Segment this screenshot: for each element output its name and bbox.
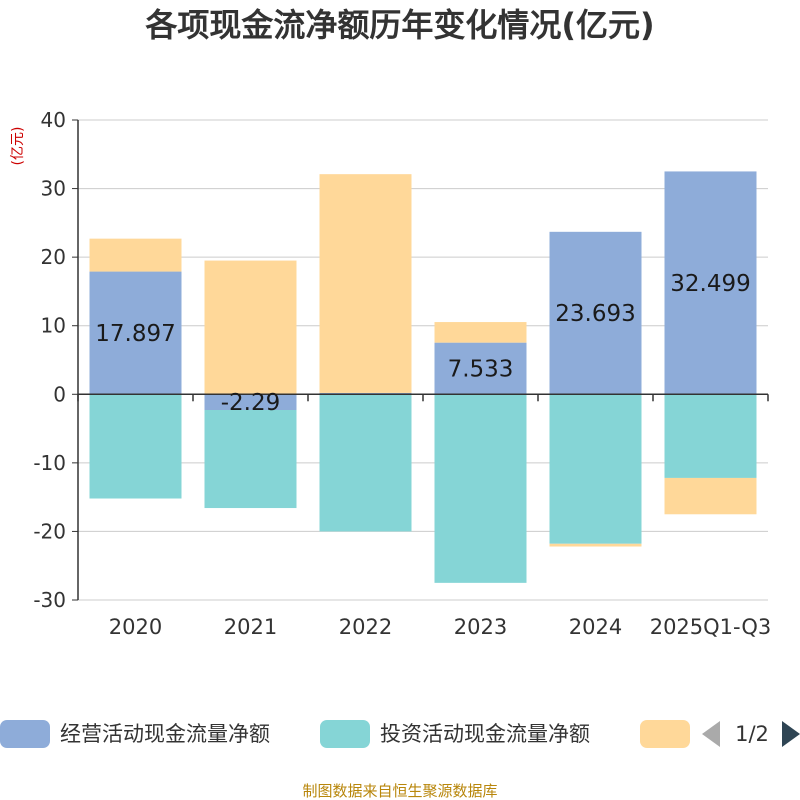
legend-swatch-3 <box>640 720 690 748</box>
bar-series1-2025Q1-Q3 <box>664 171 757 395</box>
x-tick-label: 2022 <box>339 615 392 639</box>
data-label-2024: 23.693 <box>555 301 635 327</box>
x-tick-label: 2024 <box>569 615 622 639</box>
chart-title: 各项现金流净额历年变化情况(亿元) <box>145 6 654 44</box>
y-tick-label: 30 <box>41 177 66 201</box>
legend-prev-page-icon[interactable] <box>702 721 720 747</box>
legend: 经营活动现金流量净额 投资活动现金流量净额 1/2 <box>0 720 800 748</box>
x-tick-label: 2025Q1-Q3 <box>650 615 772 639</box>
data-label-2020: 17.897 <box>95 321 175 347</box>
legend-label-1: 经营活动现金流量净额 <box>60 722 270 746</box>
data-label-2025Q1-Q3: 32.499 <box>670 271 750 297</box>
bar-series1-2024 <box>549 231 642 395</box>
bar-series3-2021 <box>204 260 297 395</box>
legend-next-page-icon[interactable] <box>782 721 800 747</box>
bar-series2-2023 <box>434 394 527 583</box>
bars <box>89 171 757 583</box>
data-labels: 17.897 -2.29 7.533 23.693 32.499 <box>95 271 750 416</box>
bar-series2-2022 <box>319 394 412 532</box>
x-tick-label: 2020 <box>109 615 162 639</box>
bar-series2-2024 <box>549 394 642 544</box>
y-axis-unit: (亿元) <box>10 127 26 166</box>
bar-series3-2023 <box>434 322 527 343</box>
y-axis-ticks: 40 30 20 10 0 -10 -20 -30 <box>33 108 78 612</box>
gridlines <box>78 119 768 601</box>
y-tick-label: -10 <box>33 451 66 475</box>
bar-series1-2021 <box>204 394 297 410</box>
x-tick-label: 2023 <box>454 615 507 639</box>
y-tick-label: 20 <box>41 245 66 269</box>
bar-series2-2021 <box>204 409 297 509</box>
y-tick-label: 10 <box>41 314 66 338</box>
bar-series3-2025Q1-Q3 <box>664 477 757 515</box>
bar-series3-2022 <box>319 174 412 393</box>
bar-series2-2020 <box>89 394 182 499</box>
bar-series2-2025Q1-Q3 <box>664 394 757 478</box>
x-tick-label: 2021 <box>224 615 277 639</box>
legend-page-indicator: 1/2 <box>735 722 769 746</box>
axes <box>77 120 769 600</box>
legend-swatch-1 <box>0 720 50 748</box>
bar-series1-2020 <box>89 271 182 395</box>
bar-series1-2023 <box>434 342 527 395</box>
data-label-2023: 7.533 <box>448 356 514 382</box>
bar-series3-2020 <box>89 238 182 272</box>
data-label-2021: -2.29 <box>221 390 281 416</box>
y-tick-label: 0 <box>53 382 66 406</box>
y-tick-label: -30 <box>33 588 66 612</box>
y-tick-label: 40 <box>41 108 66 132</box>
source-note: 制图数据来自恒生聚源数据库 <box>302 782 497 800</box>
x-axis-ticks: 2020 2021 2022 2023 2024 2025Q1-Q3 <box>109 615 772 639</box>
y-tick-label: -20 <box>33 519 66 543</box>
bar-series3-2024 <box>549 543 642 547</box>
legend-label-2: 投资活动现金流量净额 <box>380 722 590 746</box>
legend-swatch-2 <box>320 720 370 748</box>
